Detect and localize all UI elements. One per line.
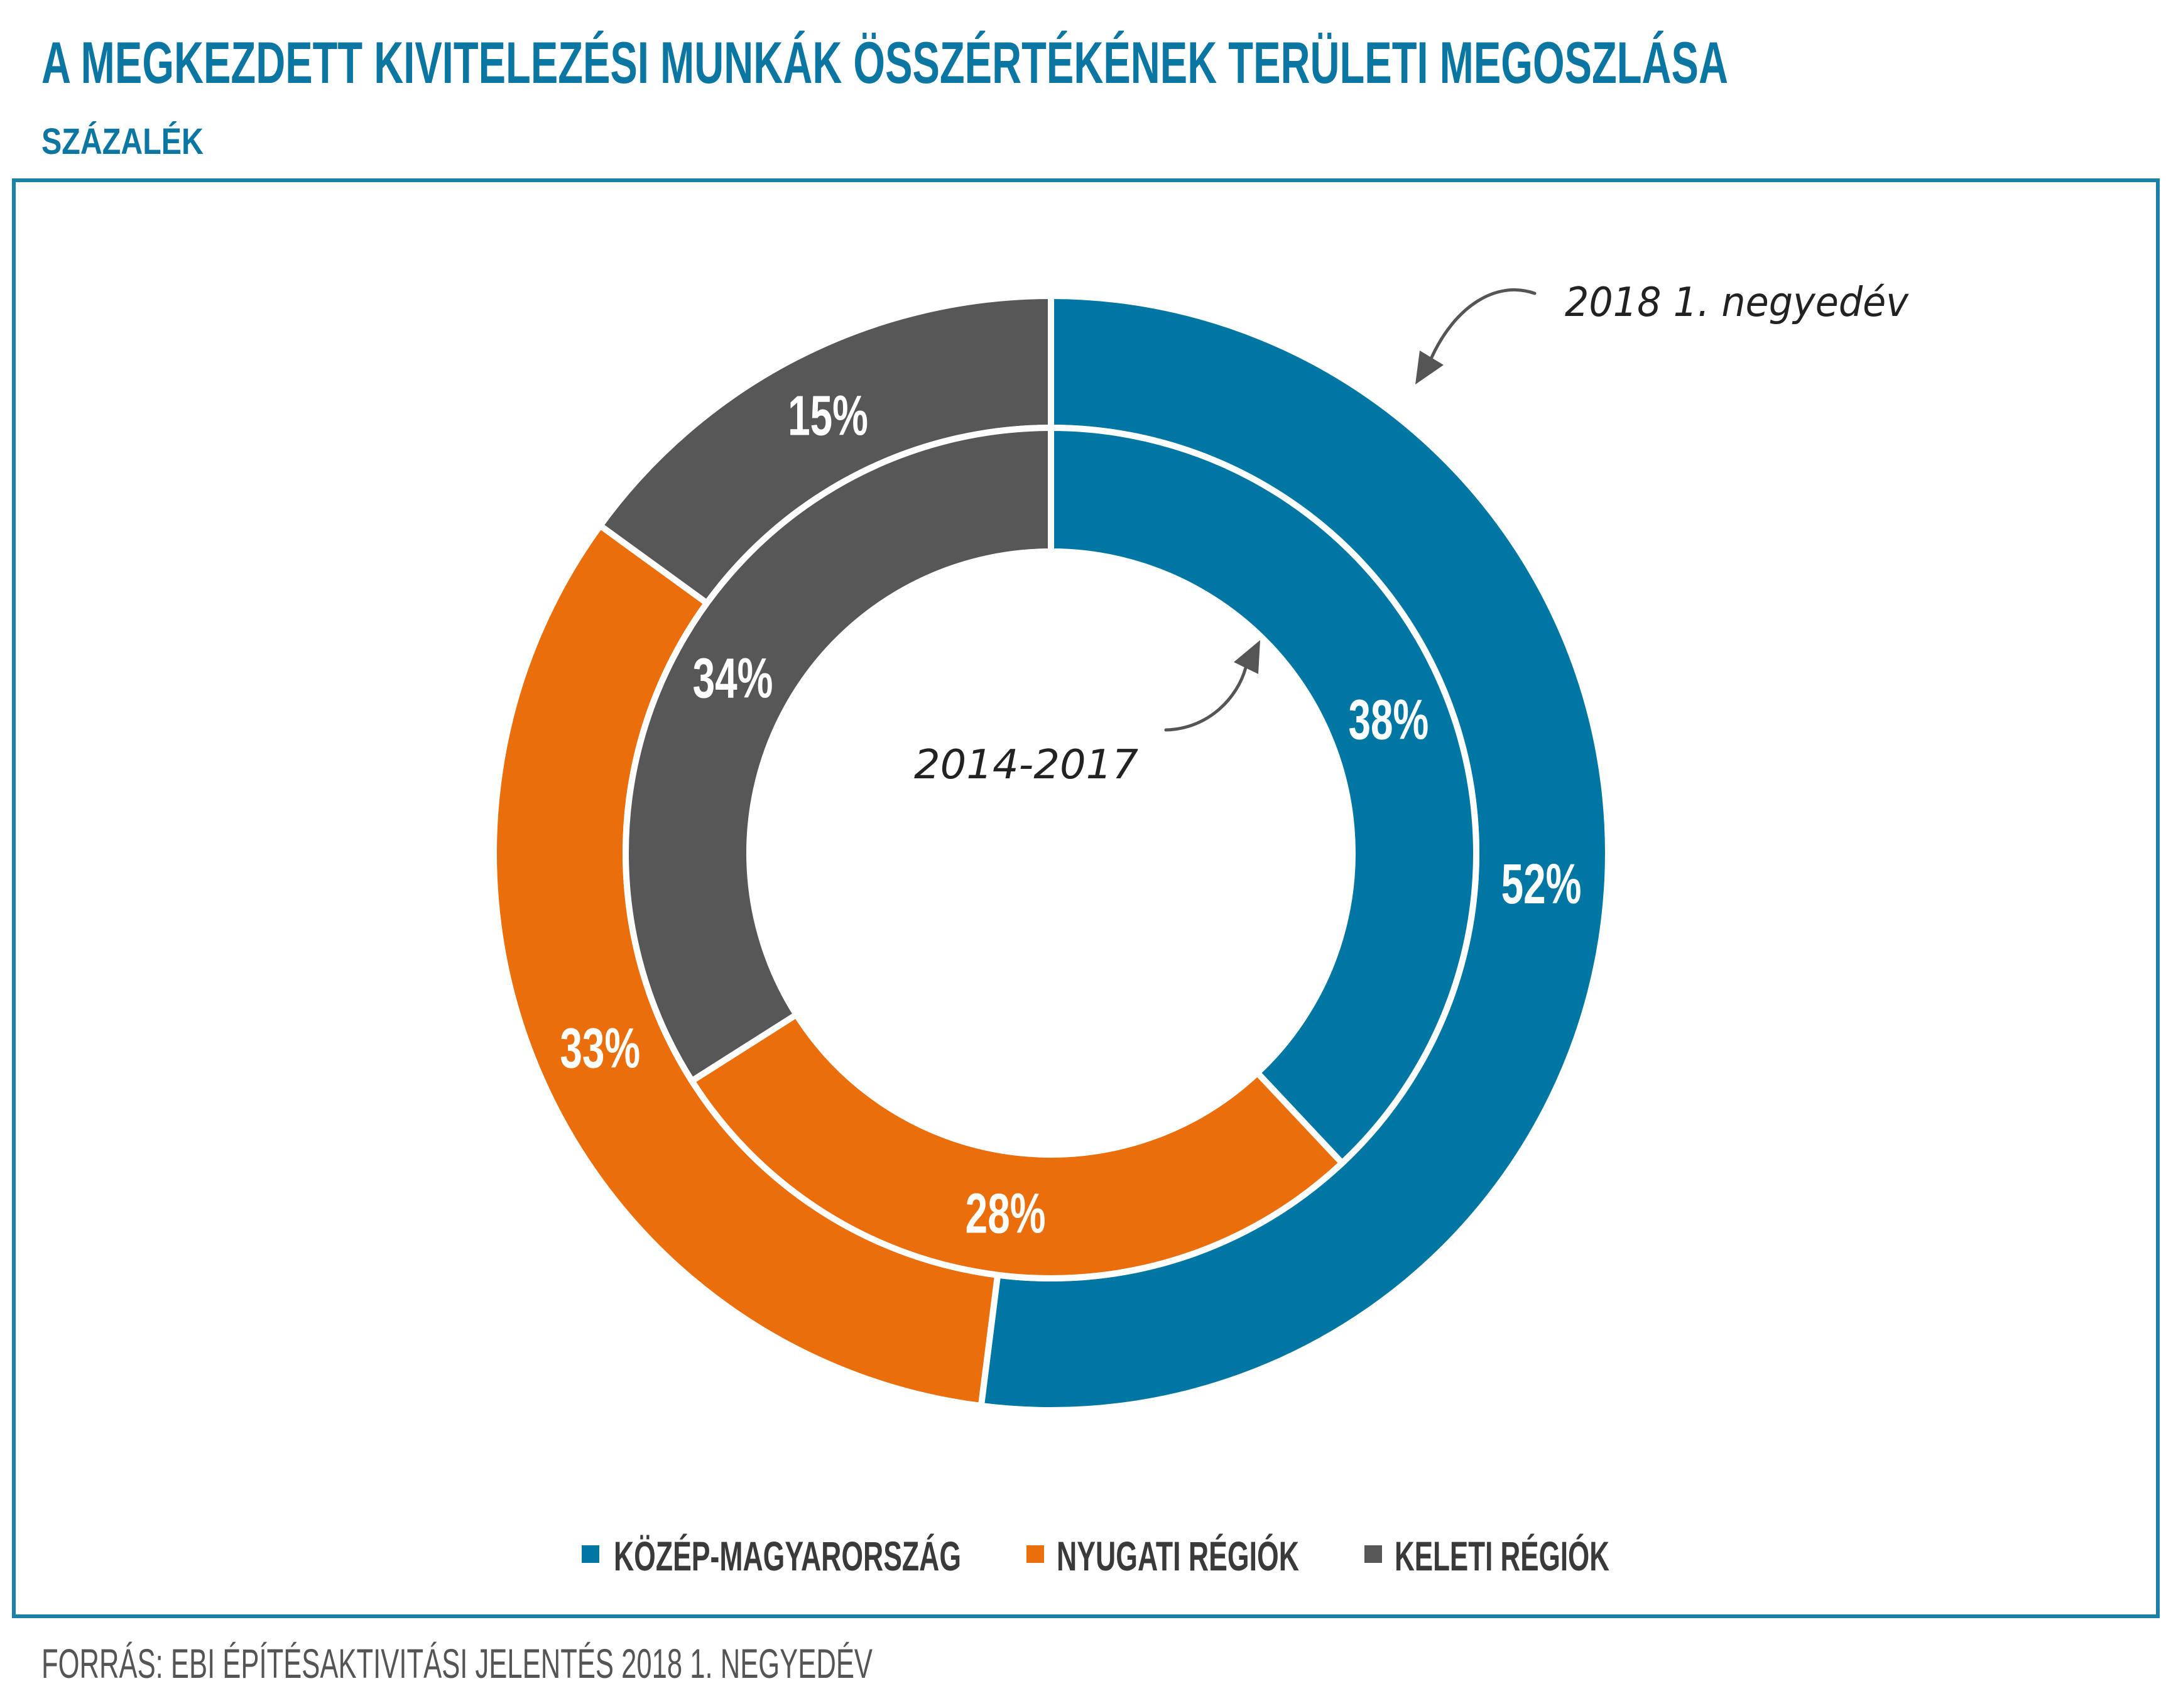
chart-frame xyxy=(12,178,2160,1618)
data-label-2018q1-nyugati-regiok: 33% xyxy=(560,1016,640,1080)
annotation-2014-2017-arrow-line xyxy=(1164,666,1248,732)
annotation-2018q1-text: 2018 1. negyedév xyxy=(1565,280,1909,326)
chart-subtitle: SZÁZALÉK xyxy=(41,121,204,162)
legend-label-nyugati-regiok: NYUGATI RÉGIÓK xyxy=(1057,1533,1299,1579)
legend-item-keleti-regiok: KELETI RÉGIÓK xyxy=(1364,1533,1609,1579)
annotation-2014-2017: 2014-2017 xyxy=(914,640,1260,788)
legend-swatch-kozep-magyarorszag xyxy=(582,1545,599,1563)
source-note: FORRÁS: EBI ÉPÍTÉSAKTIVITÁSI JELENTÉS 20… xyxy=(41,1640,873,1687)
data-labels: 52% 33% 15% 38% 28% 34% xyxy=(560,383,1581,1245)
annotation-2018q1-arrowhead-icon xyxy=(1415,351,1444,384)
donut-chart xyxy=(491,292,1611,1413)
legend-label-kozep-magyarorszag: KÖZÉP-MAGYARORSZÁG xyxy=(614,1533,961,1579)
data-label-2014-2017-kozep-magyarorszag: 38% xyxy=(1348,687,1429,751)
legend-item-nyugati-regiok: NYUGATI RÉGIÓK xyxy=(1026,1533,1299,1579)
annotation-2018q1: 2018 1. negyedév xyxy=(1415,280,1909,384)
data-label-2014-2017-keleti-regiok: 34% xyxy=(693,646,773,710)
data-label-2018q1-keleti-regiok: 15% xyxy=(788,383,868,447)
data-label-2018q1-kozep-magyarorszag: 52% xyxy=(1501,852,1582,915)
legend-item-kozep-magyarorszag: KÖZÉP-MAGYARORSZÁG xyxy=(582,1533,961,1579)
annotation-2014-2017-arrowhead-icon xyxy=(1234,640,1260,674)
chart-title: A MEGKEZDETT KIVITELEZÉSI MUNKÁK ÖSSZÉRT… xyxy=(41,30,1728,95)
data-label-2014-2017-nyugati-regiok: 28% xyxy=(966,1182,1046,1245)
legend: KÖZÉP-MAGYARORSZÁG NYUGATI RÉGIÓK KELETI… xyxy=(582,1533,1609,1579)
legend-label-keleti-regiok: KELETI RÉGIÓK xyxy=(1395,1533,1609,1579)
donut-segment-2014-2017-keleti-regiok xyxy=(623,424,1054,1085)
donut-segment-2014-2017-kozep-magyarorszag xyxy=(1048,424,1479,1168)
annotation-2014-2017-text: 2014-2017 xyxy=(914,742,1138,788)
legend-swatch-nyugati-regiok xyxy=(1026,1545,1044,1563)
annotation-2018q1-arrow-line xyxy=(1430,288,1537,359)
legend-swatch-keleti-regiok xyxy=(1364,1545,1382,1563)
donut-segment-2014-2017-nyugati-regiok xyxy=(687,1010,1347,1281)
